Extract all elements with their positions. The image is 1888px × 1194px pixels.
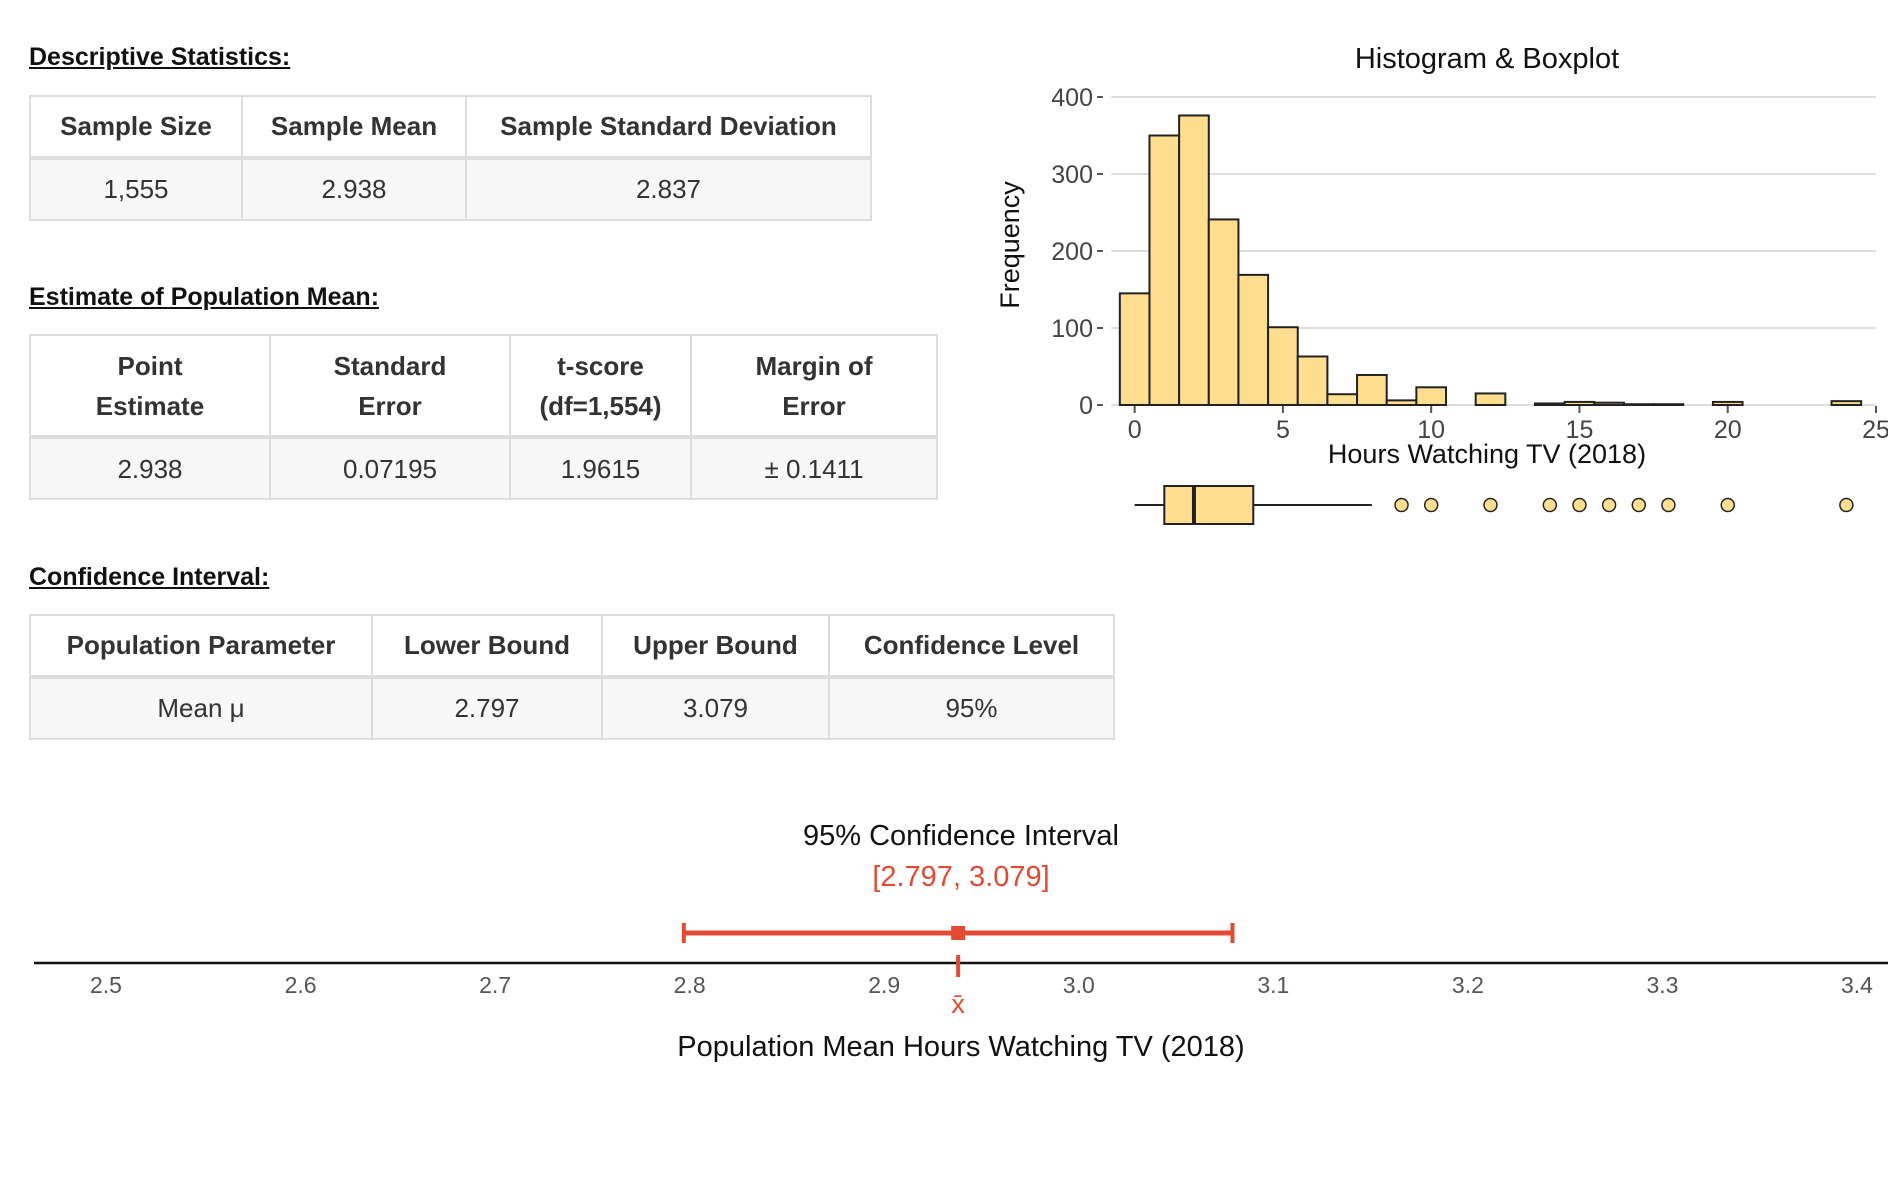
ci-x-tick-label: 3.1 [1257,972,1289,998]
descriptive-statistics-table: Sample Size Sample Mean Sample Standard … [29,95,872,221]
histogram-y-tick-label: 100 [1051,315,1093,343]
table-row: Mean μ 2.797 3.079 95% [29,676,1115,740]
histogram-bar [1118,292,1151,407]
confidence-interval-table: Population Parameter Lower Bound Upper B… [29,614,1115,740]
boxplot-box [1163,485,1255,525]
col-header-confidence-level: Confidence Level [828,614,1115,679]
table-row: 2.938 0.07195 1.9615 ± 0.1411 [29,436,938,500]
ci-point-estimate [951,926,966,940]
cell-t-score: 1.9615 [509,436,692,500]
histogram-bar [1830,400,1863,406]
histogram-bar [1533,402,1566,406]
boxplot-outlier [1483,497,1498,513]
estimate-title: Estimate of Population Mean: [29,283,380,311]
histogram-bar [1237,273,1270,406]
histogram-bar [1652,403,1685,407]
col-header-margin-of-error: Margin of Error [690,334,938,439]
histogram-x-axis-label: Hours Watching TV (2018) [1328,439,1646,469]
cell-sample-mean: 2.938 [241,157,467,221]
col-header-sample-mean: Sample Mean [241,95,467,160]
histogram-x-tick-label: 20 [1714,416,1742,444]
cell-sample-sd: 2.837 [465,157,872,221]
table-row: 1,555 2.938 2.837 [29,157,872,221]
col-header-sample-sd: Sample Standard Deviation [465,95,872,160]
ci-x-axis-label: Population Mean Hours Watching TV (2018) [677,1031,1244,1063]
histogram-title: Histogram & Boxplot [1355,43,1619,75]
cell-population-parameter: Mean μ [29,676,373,740]
histogram-bar [1178,114,1210,406]
histogram-y-tick-label: 300 [1051,161,1093,189]
ci-x-tick-label: 2.8 [674,972,706,998]
col-header-lower-bound: Lower Bound [371,614,603,679]
histogram-x-tick-label: 5 [1276,416,1290,444]
cell-point-estimate: 2.938 [29,436,271,500]
histogram-bar [1296,355,1329,406]
confidence-interval-chart: 95% Confidence Interval [2.797, 3.079] P… [34,820,1888,1063]
histogram-bar [1711,400,1744,407]
histogram-bar [1622,403,1655,407]
descriptive-statistics-title: Descriptive Statistics: [29,43,291,71]
histogram-bar [1474,392,1507,407]
histogram-bar [1326,393,1359,407]
cell-lower-bound: 2.797 [371,676,603,740]
histogram-bar [1148,134,1181,406]
cell-sample-size: 1,555 [29,157,243,221]
ci-x-tick-label: 3.3 [1646,972,1678,998]
col-header-population-parameter: Population Parameter [29,614,373,679]
boxplot-outlier [1423,497,1439,513]
histogram-y-axis-label: Frequency [995,181,1025,309]
col-header-t-score: t-score (df=1,554) [509,334,692,439]
histogram-x-tick-label: 10 [1417,416,1445,444]
ci-point-estimate-label: x̄ [951,989,965,1019]
estimate-table: Point Estimate Standard Error t-score (df=1… [29,334,938,500]
cell-upper-bound: 3.079 [601,676,830,740]
boxplot-outlier [1394,497,1409,513]
ci-chart-subtitle: [2.797, 3.079] [872,861,1049,893]
ci-chart-title: 95% Confidence Interval [803,820,1119,852]
histogram-boxplot-chart: Histogram & Boxplot Frequency Hours Watc… [995,43,1888,525]
ci-x-tick-label: 2.9 [868,972,900,998]
boxplot-outlier [1720,497,1735,513]
confidence-interval-title: Confidence Interval: [29,563,270,591]
histogram-bar [1207,218,1240,406]
col-header-sample-size: Sample Size [29,95,243,160]
ci-x-tick-label: 2.7 [479,972,511,998]
cell-standard-error: 0.07195 [269,436,511,500]
cell-confidence-level: 95% [828,676,1115,740]
histogram-x-tick-label: 0 [1128,416,1142,444]
histogram-x-tick-label: 25 [1862,416,1888,444]
boxplot-outlier [1661,497,1676,513]
cell-margin-of-error: ± 0.1411 [690,436,938,500]
ci-x-tick-label: 3.4 [1841,972,1873,998]
histogram-y-tick-label: 200 [1051,238,1093,266]
histogram-bar [1267,326,1299,407]
col-header-standard-error: Standard Error [269,334,511,439]
ci-x-tick-label: 2.6 [285,972,317,998]
col-header-point-estimate: Point Estimate [29,334,271,439]
histogram-x-tick-label: 15 [1566,416,1594,444]
boxplot-outlier [1601,497,1617,513]
boxplot-outlier [1839,497,1854,513]
ci-x-tick-label: 3.2 [1452,972,1484,998]
histogram-bar [1415,386,1448,407]
ci-x-tick-label: 3.0 [1063,972,1095,998]
histogram-bar [1356,373,1388,407]
boxplot-outlier [1542,497,1558,513]
histogram-y-tick-label: 400 [1051,84,1093,112]
histogram-y-tick-label: 0 [1079,392,1093,420]
histogram-bar [1563,400,1596,407]
histogram-bar [1385,399,1418,407]
col-header-upper-bound: Upper Bound [601,614,830,679]
boxplot-outlier [1631,497,1647,513]
histogram-bar [1593,401,1625,407]
ci-x-tick-label: 2.5 [90,972,122,998]
boxplot-outlier [1572,497,1587,513]
